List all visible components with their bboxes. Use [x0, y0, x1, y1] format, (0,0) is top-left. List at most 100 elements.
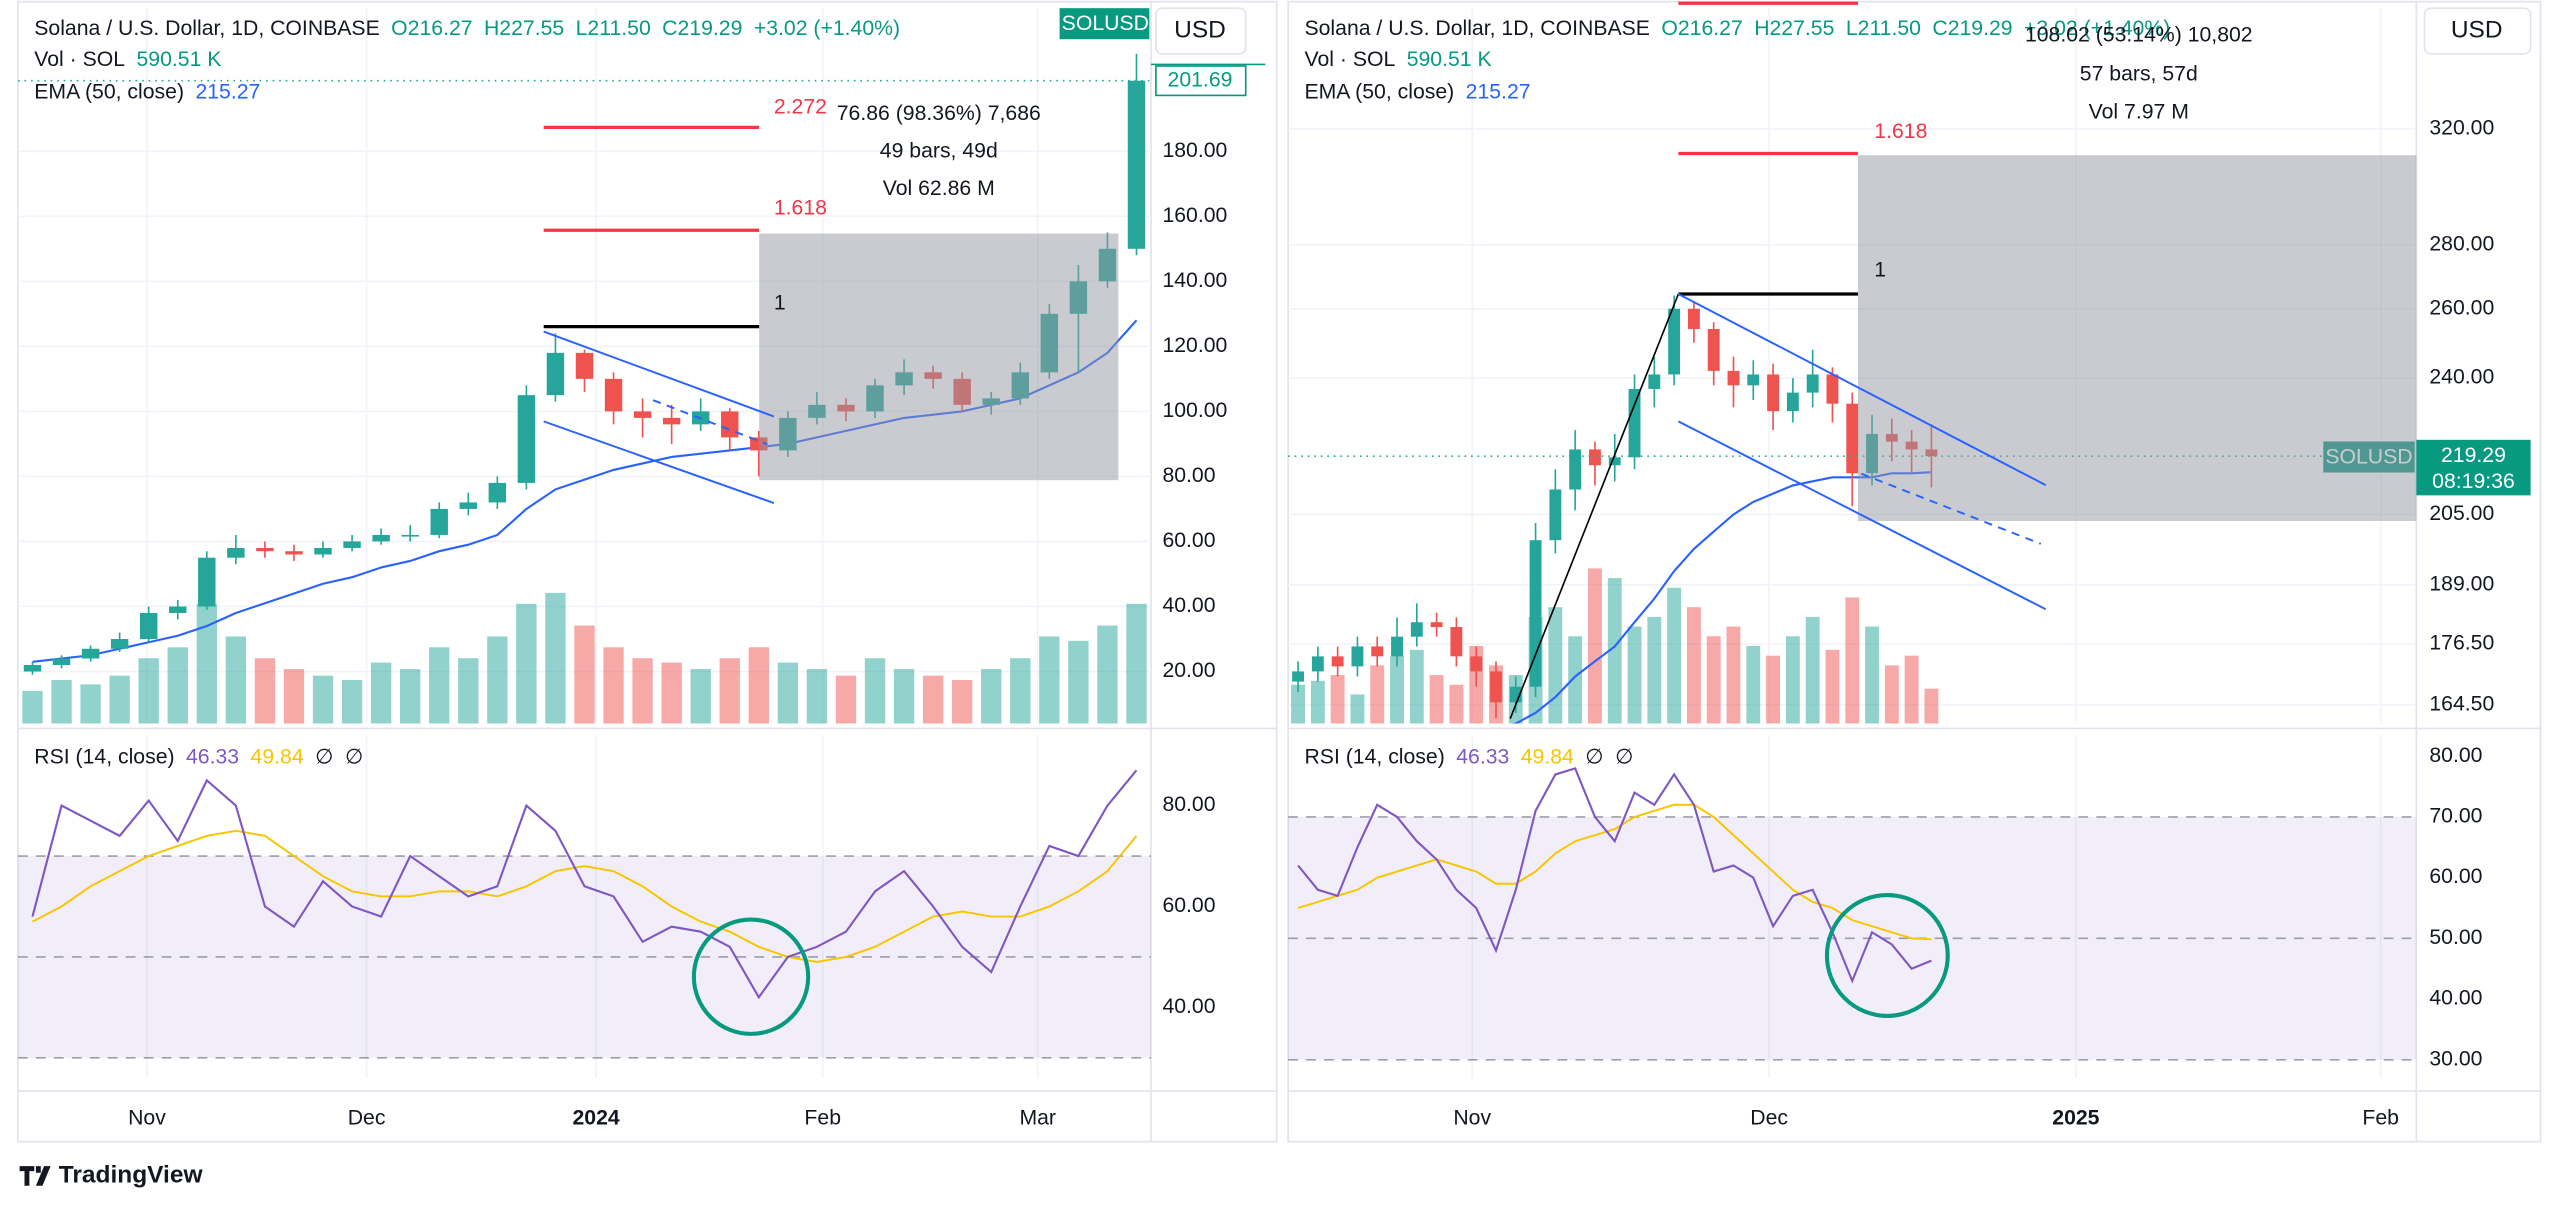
- y-tick-label: 100.00: [1162, 399, 1227, 422]
- candle-body: [1391, 636, 1403, 657]
- candle-body: [604, 378, 623, 412]
- candle-body: [517, 395, 536, 483]
- trend-line: [1509, 293, 1680, 719]
- legend-text: H227.55: [484, 17, 564, 40]
- volume-bar: [1310, 680, 1325, 724]
- volume-bar: [690, 669, 711, 724]
- candle-body: [1331, 656, 1344, 667]
- currency-button[interactable]: [1155, 7, 1247, 55]
- volume-bar: [1449, 684, 1464, 724]
- rsi-tick-label: 80.00: [1162, 793, 1215, 816]
- candle-body: [343, 541, 361, 548]
- rsi-tick-label: 60.00: [2429, 865, 2482, 888]
- candle-body: [110, 639, 129, 649]
- candle-body: [23, 665, 42, 672]
- currency-button[interactable]: [2423, 7, 2532, 55]
- volume-bar: [1667, 587, 1682, 724]
- candle-body: [1311, 656, 1324, 672]
- volume-bar: [1588, 568, 1602, 724]
- volume-bar: [1845, 597, 1860, 724]
- y-tick-label: 40.00: [1162, 594, 1215, 617]
- drawings-left: 2.272 1.618 1 76.86 (98.36%) 7,686 49 ba…: [543, 95, 1119, 1036]
- symbol-tag: SOLUSD: [1062, 12, 1149, 35]
- volume-bar: [225, 636, 247, 724]
- fib-label: 1: [1874, 259, 1886, 282]
- volume-bar: [341, 679, 363, 724]
- candle-body: [285, 551, 303, 555]
- x-tick-label: Mar: [1019, 1106, 1056, 1129]
- candle-body: [1430, 622, 1443, 628]
- volume-bar: [1647, 616, 1662, 724]
- candle-body: [1648, 374, 1661, 389]
- candle-body: [198, 557, 216, 607]
- legend-text: Vol · SOL: [1304, 48, 1395, 71]
- candle-body: [1628, 388, 1641, 458]
- candle-body: [1490, 671, 1502, 703]
- legend-text: RSI (14, close): [34, 745, 174, 768]
- volume-bar: [835, 675, 857, 724]
- volume-bar: [632, 658, 653, 724]
- volume-bar: [370, 662, 392, 724]
- y-tick-label: 120.00: [1162, 334, 1227, 357]
- volume-bar: [574, 625, 595, 724]
- y-tick-label: 80.00: [1162, 464, 1215, 487]
- candle-body: [1509, 686, 1522, 703]
- volume-bar: [1865, 626, 1879, 724]
- candle-body: [575, 352, 594, 379]
- legend-text: 46.33: [186, 745, 239, 768]
- legend-text: 46.33: [1456, 745, 1509, 768]
- rsi-layer: [1297, 767, 1932, 984]
- rsi-line: [1297, 767, 1932, 984]
- rsi-line: [31, 769, 1138, 1000]
- rsi-ma-line: [32, 829, 1138, 963]
- volume-bar: [748, 647, 769, 724]
- volume-bar: [1370, 665, 1385, 724]
- volume-bar: [429, 647, 450, 724]
- measure-text: 49 bars, 49d: [880, 140, 998, 163]
- volume-bar: [1409, 649, 1424, 724]
- volume-bar: [1097, 625, 1118, 724]
- currency-label[interactable]: USD: [2451, 16, 2503, 43]
- volume-bar: [1039, 636, 1060, 724]
- candle-body: [1806, 374, 1819, 393]
- candle-body: [372, 534, 390, 542]
- legend-text: ∅: [315, 745, 333, 768]
- measure-box: [1857, 155, 2417, 522]
- x-tick-label: Dec: [1750, 1106, 1788, 1129]
- legend-text: EMA (50, close): [1304, 81, 1454, 104]
- measure-text: Vol 7.97 M: [2089, 100, 2189, 123]
- measure-text: Vol 62.86 M: [883, 177, 995, 200]
- legend-text: EMA (50, close): [34, 81, 184, 104]
- volume-bar: [1291, 684, 1305, 724]
- y-tick-label: 189.00: [2429, 572, 2494, 595]
- candle-body: [1351, 646, 1364, 667]
- rsi-tick-label: 60.00: [1162, 894, 1215, 917]
- currency-buttons: USD USD: [1155, 7, 2532, 55]
- candle-body: [1127, 80, 1146, 249]
- volume-bar: [254, 658, 276, 724]
- channel-line: [543, 420, 775, 504]
- right-frame: [1287, 0, 2542, 1143]
- frames: [17, 0, 2542, 1143]
- countdown: 08:19:36: [2432, 470, 2515, 493]
- legend-text: ∅: [1615, 745, 1633, 768]
- rsi-ma-line: [1297, 803, 1932, 941]
- volume-bar: [167, 647, 188, 724]
- fib-label: 1.618: [774, 197, 827, 220]
- currency-label[interactable]: USD: [1174, 16, 1226, 43]
- volume-bar: [1068, 640, 1089, 724]
- measure-text: 57 bars, 57d: [2080, 63, 2198, 86]
- legend-text: 590.51 K: [1407, 48, 1492, 71]
- left-frame: [17, 0, 1278, 1143]
- legend-text: ∅: [345, 745, 363, 768]
- candle-body: [1687, 308, 1700, 330]
- highlight-circle: [691, 917, 811, 1036]
- candle-body: [459, 502, 477, 509]
- x-tick-label: 2025: [2052, 1106, 2099, 1129]
- y-tick-label: 140.00: [1162, 269, 1227, 292]
- candle-body: [1450, 627, 1463, 657]
- candle-body: [1707, 329, 1720, 371]
- volume-bar: [1746, 645, 1761, 724]
- volume-bar: [1884, 665, 1899, 724]
- volume-bar: [719, 658, 740, 724]
